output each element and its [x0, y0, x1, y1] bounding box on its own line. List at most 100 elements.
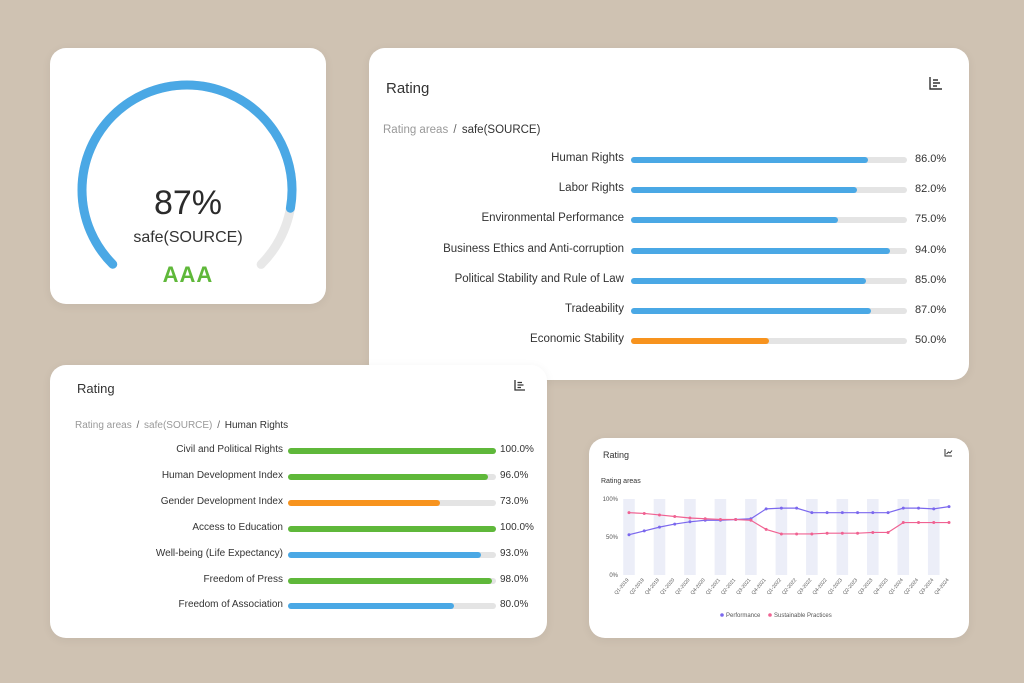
rating-row-value: 50.0% [915, 334, 947, 347]
x-tick-label: Q4-2022 [812, 577, 829, 596]
breadcrumb-current: Human Rights [224, 420, 289, 431]
rating-row[interactable]: Gender Development Index 73.0% [50, 496, 547, 510]
chart-column-band [867, 499, 879, 575]
progress-track [288, 448, 496, 454]
rating-row[interactable]: Civil and Political Rights 100.0% [50, 444, 547, 458]
chart-column-band [684, 499, 696, 575]
breadcrumb-root[interactable]: Rating areas [75, 420, 132, 431]
series-point [657, 513, 661, 517]
rating-row[interactable]: Freedom of Association 80.0% [50, 599, 547, 613]
breadcrumb: Rating areas / safe(SOURCE) / Human Righ… [75, 420, 288, 431]
gauge-card: 87% safe(SOURCE) AAA [50, 48, 326, 304]
progress-track [288, 525, 496, 532]
rating-row[interactable]: Tradeability 87.0% [369, 303, 969, 317]
breadcrumb-root[interactable]: Rating areas [383, 124, 449, 136]
rating-row-value: 93.0% [500, 547, 529, 559]
progress-track [288, 603, 496, 610]
series-point [825, 511, 829, 515]
breadcrumb-middle[interactable]: safe(SOURCE) [144, 420, 213, 431]
rating-row-label: Labor Rights [558, 182, 624, 195]
series-point [779, 532, 783, 536]
series-point [901, 506, 905, 510]
rating-row-value: 100.0% [500, 444, 534, 455]
progress-fill [288, 603, 455, 610]
legend-marker [768, 613, 772, 617]
rating-row[interactable]: Business Ethics and Anti-corruption 94.0% [369, 243, 969, 257]
series-point [871, 511, 875, 515]
x-tick-label: Q2-2022 [781, 577, 798, 596]
series-point [886, 511, 890, 515]
rating-card-human-rights: Rating Rating areas / safe(SOURCE) / Hum… [50, 365, 547, 638]
rating-row-label: Business Ethics and Anti-corruption [443, 242, 624, 255]
rating-row-label: Economic Stability [530, 333, 624, 346]
legend-label: Sustainable Practices [774, 613, 832, 619]
progress-fill [288, 473, 488, 480]
progress-fill [631, 277, 866, 284]
y-tick-label: 50% [606, 535, 619, 541]
series-point [642, 511, 646, 515]
rating-row[interactable]: Access to Education 100.0% [50, 522, 547, 536]
rating-row[interactable]: Human Rights 86.0% [369, 152, 969, 166]
rating-row[interactable]: Labor Rights 82.0% [369, 182, 969, 196]
rating-row[interactable]: Economic Stability 50.0% [369, 333, 969, 347]
x-tick-label: Q1-2023 [827, 577, 844, 596]
series-point [947, 505, 951, 509]
series-point [840, 531, 844, 535]
series-point [917, 506, 921, 510]
x-tick-label: Q1-2020 [659, 577, 676, 596]
series-point [886, 530, 890, 534]
x-tick-label: Q3-2022 [796, 577, 813, 596]
progress-fill [631, 187, 858, 194]
rating-row[interactable]: Political Stability and Rule of Law 85.0% [369, 273, 969, 287]
rating-row[interactable]: Human Development Index 96.0% [50, 470, 547, 484]
breadcrumb-separator: / [453, 124, 457, 136]
progress-fill [631, 217, 838, 224]
gauge-percent: 87% [153, 184, 223, 222]
card-title: Rating [603, 450, 630, 460]
rating-card-main: Rating Rating areas / safe(SOURCE) Human… [369, 48, 969, 380]
rating-row-label: Gender Development Index [160, 495, 283, 507]
rating-row-label: Access to Education [192, 521, 283, 533]
series-point [688, 516, 692, 520]
rating-row-value: 75.0% [915, 213, 947, 226]
line-chart: 0%50%100%Q1-2019Q2-2019Q4-2019Q1-2020Q2-… [603, 497, 951, 619]
x-tick-label: Q4-2020 [690, 577, 707, 596]
legend-marker [720, 613, 724, 617]
chart-column-band [714, 499, 727, 575]
x-tick-label: Q3-2021 [735, 577, 752, 596]
progress-fill [288, 551, 482, 558]
series-point [764, 507, 768, 511]
series-point [810, 511, 814, 515]
chart-icon[interactable] [929, 76, 943, 90]
rating-row-value: 87.0% [915, 304, 947, 316]
chart-icon[interactable] [944, 448, 953, 457]
series-point [779, 506, 783, 510]
y-tick-label: 0% [609, 573, 618, 579]
chart-column-band [623, 499, 635, 575]
rating-row-value: 73.0% [500, 495, 529, 507]
series-point [825, 531, 829, 535]
rating-row[interactable]: Environmental Performance 75.0% [369, 212, 969, 226]
x-tick-label: Q3-2024 [918, 577, 935, 596]
breadcrumb-current: safe(SOURCE) [461, 124, 541, 136]
rating-row-value: 86.0% [915, 153, 947, 165]
chart-column-band [775, 499, 788, 575]
rating-row-label: Human Development Index [161, 469, 283, 481]
chart-icon[interactable] [514, 379, 526, 391]
rating-row-label: Civil and Political Rights [176, 444, 283, 455]
progress-fill [288, 499, 440, 506]
rating-row-value: 100.0% [500, 521, 534, 533]
series-point [795, 506, 799, 510]
rating-row[interactable]: Freedom of Press 98.0% [50, 574, 547, 588]
breadcrumb-separator: / [136, 420, 140, 431]
x-tick-label: Q4-2019 [644, 577, 661, 596]
rating-row[interactable]: Well-being (Life Expectancy) 93.0% [50, 548, 547, 562]
gauge-source-name: safe(SOURCE) [133, 229, 243, 246]
series-line-performance [628, 506, 950, 536]
series-point [749, 518, 753, 522]
series-point [734, 518, 738, 522]
series-point [840, 511, 844, 515]
series-point [673, 522, 677, 526]
y-tick-label: 100% [603, 497, 619, 503]
series-point [856, 531, 860, 535]
